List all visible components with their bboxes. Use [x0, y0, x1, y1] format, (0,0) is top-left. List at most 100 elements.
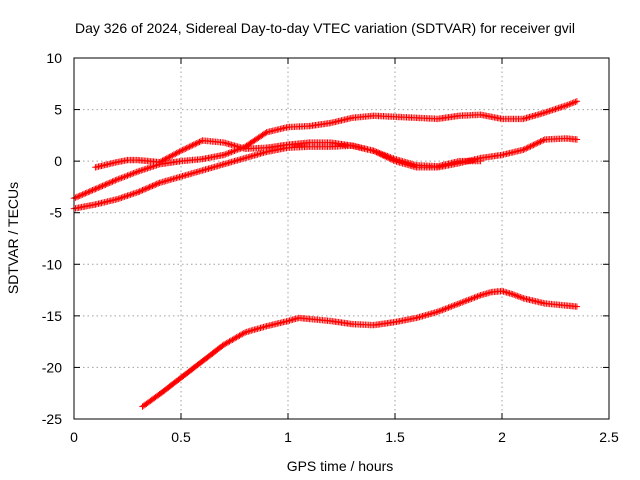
series-markers	[70, 142, 484, 212]
data-point	[565, 104, 567, 107]
data-series-group	[70, 98, 581, 410]
data-point	[94, 166, 96, 168]
x-tick-label: 2.5	[599, 429, 619, 445]
data-point	[244, 157, 246, 159]
data-point	[159, 161, 161, 163]
data-point	[180, 377, 182, 379]
data-point	[522, 118, 525, 120]
x-tick-label: 1	[284, 429, 292, 445]
data-point	[180, 176, 182, 178]
data-point	[223, 141, 225, 144]
data-point	[373, 324, 375, 326]
data-point	[308, 125, 310, 127]
y-tick-label: 10	[46, 50, 62, 66]
data-point	[116, 198, 118, 200]
chart-title: Day 326 of 2024, Sidereal Day-to-day VTE…	[75, 20, 575, 36]
data-point	[330, 141, 332, 144]
data-point	[298, 317, 300, 319]
y-tick-label: 5	[54, 102, 62, 118]
x-tick-label: 1.5	[385, 429, 405, 445]
data-point	[116, 179, 118, 181]
data-point	[330, 320, 332, 322]
y-axis-label: SDTVAR / TECUs	[5, 182, 21, 294]
data-point	[522, 149, 525, 151]
data-point	[308, 141, 310, 144]
data-point	[137, 191, 139, 193]
grid-lines	[74, 58, 609, 419]
data-point	[480, 114, 482, 116]
data-point	[415, 317, 417, 319]
y-tick-label: -10	[42, 256, 62, 272]
data-point	[266, 147, 268, 149]
data-point	[565, 304, 567, 307]
data-point	[201, 360, 203, 362]
data-point	[544, 112, 546, 114]
data-point	[437, 118, 439, 120]
data-point	[201, 139, 203, 142]
data-point	[180, 150, 182, 152]
data-point	[490, 291, 492, 293]
data-point	[330, 122, 332, 124]
data-point	[437, 311, 439, 313]
axis-ticks: 0 0.5 1 1.5 2 2.5 -25 -20 -15 -10 -5 0 5 10	[42, 50, 619, 445]
data-point	[565, 137, 567, 140]
data-point	[266, 151, 268, 153]
series-track-4	[139, 287, 581, 410]
y-tick-label: 0	[54, 153, 62, 169]
x-tick-label: 0	[70, 429, 78, 445]
data-point	[94, 203, 96, 206]
data-point	[223, 344, 225, 346]
data-point	[148, 160, 150, 162]
data-point	[137, 159, 139, 161]
data-point	[522, 297, 525, 299]
y-tick-label: -5	[50, 205, 63, 221]
series-markers	[139, 287, 581, 410]
data-point	[394, 116, 396, 118]
data-point	[308, 146, 310, 148]
data-point	[544, 302, 546, 305]
x-tick-label: 0.5	[171, 429, 191, 445]
data-point	[223, 154, 225, 156]
data-point	[141, 406, 144, 408]
data-point	[159, 393, 161, 395]
data-point	[180, 160, 182, 162]
data-point	[458, 115, 460, 117]
data-point	[330, 146, 332, 148]
data-point	[576, 100, 578, 102]
data-point	[512, 293, 514, 295]
data-point	[287, 147, 289, 149]
data-point	[94, 188, 96, 190]
data-point	[373, 150, 375, 152]
data-point	[576, 138, 578, 141]
data-point	[501, 118, 503, 120]
plot-frame	[73, 57, 610, 420]
data-point	[287, 126, 289, 128]
data-point	[544, 138, 546, 141]
x-axis-label: GPS time / hours	[287, 458, 394, 474]
y-tick-label: -25	[42, 411, 62, 427]
data-point	[308, 318, 310, 320]
y-tick-label: -20	[42, 359, 62, 375]
series-track-3	[70, 142, 484, 212]
data-point	[351, 117, 353, 119]
data-point	[458, 302, 460, 305]
data-point	[137, 170, 139, 173]
data-point	[437, 165, 439, 167]
data-point	[266, 131, 268, 133]
data-point	[201, 169, 203, 172]
data-point	[394, 321, 396, 323]
data-point	[351, 323, 353, 325]
data-point	[159, 182, 161, 184]
data-point	[394, 158, 396, 160]
data-point	[201, 158, 203, 160]
data-point	[576, 305, 578, 308]
data-point	[458, 160, 460, 162]
data-point	[244, 331, 246, 333]
y-tick-label: -15	[42, 308, 62, 324]
data-point	[351, 145, 353, 147]
data-point	[373, 115, 375, 117]
data-point	[480, 160, 482, 162]
data-point	[415, 117, 417, 119]
data-point	[223, 163, 225, 165]
